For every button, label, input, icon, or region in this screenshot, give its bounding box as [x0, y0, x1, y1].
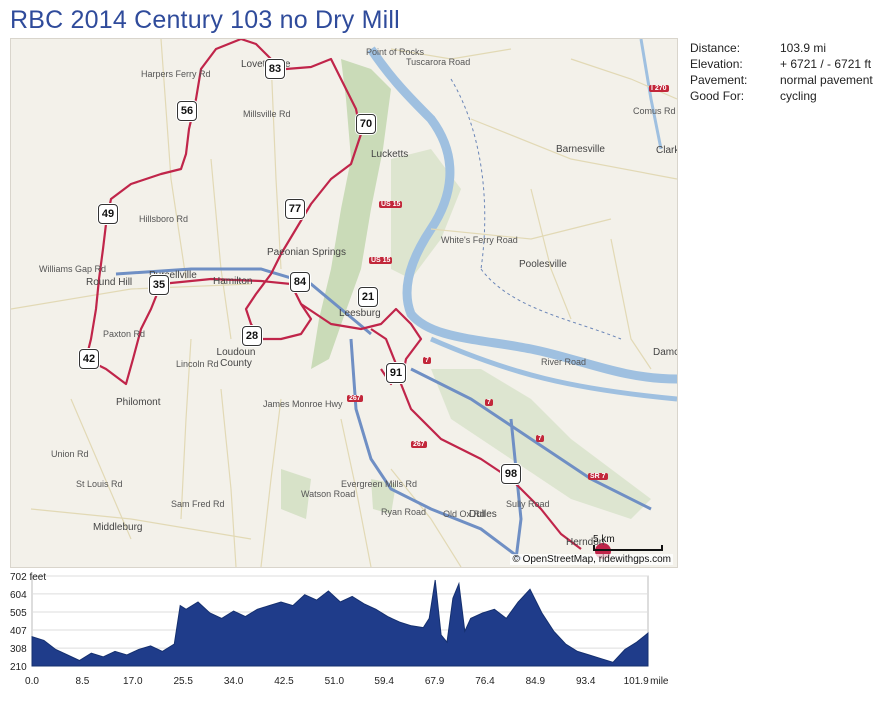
place-label: Harpers Ferry Rd: [141, 69, 211, 79]
place-label: Lucketts: [371, 149, 409, 160]
x-tick-label: 34.0: [224, 676, 244, 687]
place-label: Ryan Road: [381, 507, 427, 517]
highway-shield: 7: [536, 435, 544, 442]
cue-marker-42[interactable]: 42: [79, 349, 99, 369]
highway-shield: US 15: [369, 257, 393, 264]
y-tick-label: 702 feet: [10, 572, 46, 583]
elevation-area: [31, 579, 649, 667]
place-label: Lincoln Rd: [176, 359, 219, 369]
cue-marker-70[interactable]: 70: [356, 114, 376, 134]
parkland: [281, 59, 651, 519]
stat-good-for: Good For: cycling: [690, 89, 817, 103]
cue-marker-84[interactable]: 84: [290, 272, 310, 292]
route-map[interactable]: Point of Rocks Tuscarora Road Lovettsvil…: [10, 38, 678, 568]
map-scale: 5 km: [593, 534, 663, 551]
cue-marker-98[interactable]: 98: [501, 464, 521, 484]
x-tick-label: 76.4: [475, 676, 495, 687]
cue-marker-83[interactable]: 83: [265, 59, 285, 79]
highways: [115, 267, 652, 561]
place-label: Union Rd: [51, 449, 89, 459]
x-tick-label: 25.5: [173, 676, 193, 687]
x-tick-label: 93.4: [576, 676, 596, 687]
place-label: Watson Road: [301, 489, 356, 499]
highway-shield: SR 7: [588, 473, 608, 480]
place-label: Comus Rd: [633, 106, 676, 116]
map-canvas: [11, 39, 677, 567]
elevation-chart: 210 308 407 505 604 702 feet 0.0 8.5 17.0 25.5 34.…: [10, 572, 669, 687]
highway-shield: US 15: [379, 201, 403, 208]
place-label: Barnesville: [556, 144, 605, 155]
place-label: Round Hill: [86, 277, 133, 288]
potomac-river: [367, 39, 677, 402]
place-label: Loudoun County: [216, 347, 256, 369]
place-label: Clark: [656, 145, 678, 156]
cue-marker-56[interactable]: 56: [177, 101, 197, 121]
highway-shield: 267: [411, 441, 427, 448]
stat-pavement: Pavement: normal pavement: [690, 73, 873, 87]
scale-label: 5 km: [593, 534, 615, 545]
place-label: Leesburg: [339, 308, 381, 319]
x-tick-label: 17.0: [123, 676, 143, 687]
place-label: Point of Rocks: [366, 47, 425, 57]
place-label: Paeonian Springs: [267, 247, 346, 258]
place-label: Evergreen Mills Rd: [341, 479, 418, 489]
elevation-profile: 210 308 407 505 604 702 feet 0.0 8.5 17.0 25.5 34.…: [10, 568, 676, 696]
place-label: Sam Fred Rd: [171, 499, 225, 509]
place-label: Dulles: [469, 509, 497, 520]
place-label: Herndon: [566, 537, 605, 548]
place-label: Sully Road: [506, 499, 550, 509]
y-tick-label: 308: [10, 644, 27, 655]
place-label: Paxton Rd: [103, 329, 146, 339]
highway-shield: 7: [485, 399, 493, 406]
x-tick-label: 42.5: [274, 676, 294, 687]
scale-bar: [593, 545, 663, 551]
highway-shield: I 270: [649, 85, 669, 92]
place-label: Hamilton: [213, 276, 253, 287]
cue-marker-21[interactable]: 21: [358, 287, 378, 307]
x-unit-label: mile: [650, 676, 669, 687]
place-label: Middleburg: [93, 522, 143, 533]
highway-shield: 7: [423, 357, 431, 364]
x-tick-label: 59.4: [374, 676, 394, 687]
place-label: Poolesville: [519, 259, 567, 270]
highway-shield: 267: [347, 395, 363, 402]
place-label: Purcellville: [149, 270, 197, 281]
place-label: Damc: [653, 347, 678, 358]
map-attribution: © OpenStreetMap, ridewithgps.com: [510, 554, 673, 565]
place-label: Millsville Rd: [243, 109, 291, 119]
place-label: St Louis Rd: [76, 479, 123, 489]
place-label: Hillsboro Rd: [139, 214, 189, 224]
cue-marker-35[interactable]: 35: [149, 275, 169, 295]
place-label: Tuscarora Road: [406, 57, 471, 67]
x-tick-label: 84.9: [526, 676, 546, 687]
x-tick-label: 67.9: [425, 676, 445, 687]
y-tick-label: 505: [10, 608, 27, 619]
place-label: River Road: [541, 357, 587, 367]
cue-marker-77[interactable]: 77: [285, 199, 305, 219]
place-label: White's Ferry Road: [441, 235, 518, 245]
place-label: Williams Gap Rd: [39, 264, 107, 274]
x-tick-label: 101.9: [624, 676, 649, 687]
y-tick-label: 407: [10, 626, 27, 637]
place-label: Philomont: [116, 397, 161, 408]
route-stats: Distance: 103.9 mi Elevation: + 6721 / - 6…: [690, 41, 873, 105]
y-tick-label: 604: [10, 590, 27, 601]
cue-marker-49[interactable]: 49: [98, 204, 118, 224]
y-tick-label: 210: [10, 662, 27, 673]
x-tick-label: 51.0: [325, 676, 345, 687]
cue-marker-28[interactable]: 28: [242, 326, 262, 346]
cue-marker-91[interactable]: 91: [386, 363, 406, 383]
place-label: James Monroe Hwy: [263, 399, 343, 409]
place-label: Old Ox Rd: [443, 509, 486, 519]
stat-elevation: Elevation: + 6721 / - 6721 ft: [690, 57, 872, 71]
x-tick-label: 0.0: [25, 676, 39, 687]
page-title: RBC 2014 Century 103 no Dry Mill: [10, 6, 400, 34]
stat-distance: Distance: 103.9 mi: [690, 41, 827, 55]
x-tick-label: 8.5: [75, 676, 89, 687]
